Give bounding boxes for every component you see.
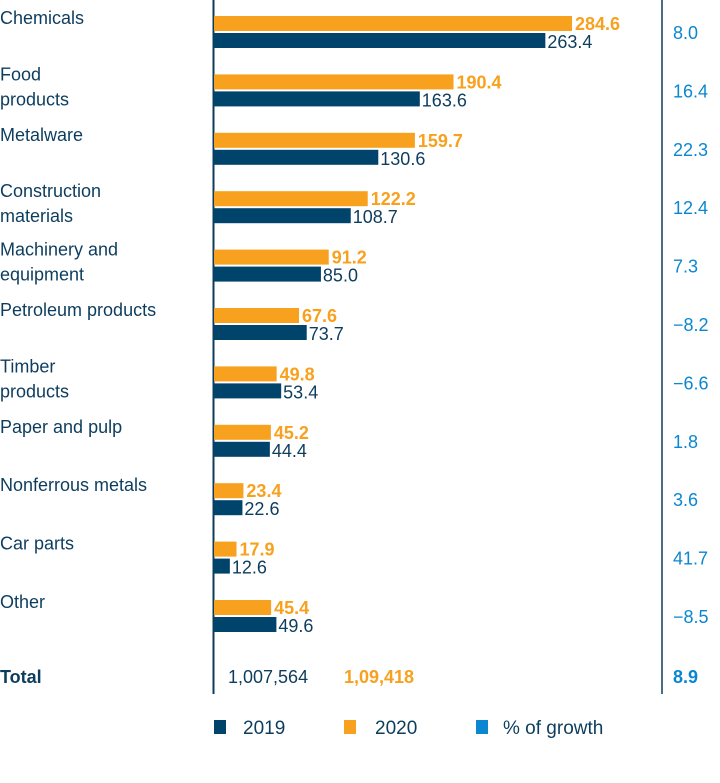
category-label: Nonferrous metals xyxy=(0,475,147,495)
bar-2019 xyxy=(214,33,546,48)
data-label-2020: 91.2 xyxy=(332,248,367,268)
bar-2020 xyxy=(214,366,277,382)
legend-label: 2020 xyxy=(375,718,417,739)
bar-2019 xyxy=(214,91,420,107)
growth-value: 3.6 xyxy=(673,490,698,510)
growth-value: 41.7 xyxy=(673,549,708,569)
data-label-2019: 130.6 xyxy=(380,149,425,169)
data-label-2019: 22.6 xyxy=(244,499,279,519)
data-label-2020: 122.2 xyxy=(371,189,416,209)
legend-swatch xyxy=(214,720,226,734)
total-2019: 1,007,564 xyxy=(228,667,308,687)
bar-2019 xyxy=(214,558,230,574)
bar-2020 xyxy=(214,541,237,557)
data-label-2020: 45.4 xyxy=(274,598,309,618)
bar-2019 xyxy=(214,208,351,224)
bar-2019 xyxy=(214,500,243,516)
data-label-2020: 159.7 xyxy=(418,131,463,151)
total-label: Total xyxy=(0,667,42,687)
growth-value: 16.4 xyxy=(673,81,708,101)
legend-label: 2019 xyxy=(243,718,285,739)
category-label: Food xyxy=(0,64,41,84)
data-label-2019: 53.4 xyxy=(283,382,318,402)
total-growth: 8.9 xyxy=(673,667,698,687)
data-label-2019: 12.6 xyxy=(232,558,267,578)
category-label: Metalware xyxy=(0,125,83,145)
data-label-2019: 108.7 xyxy=(353,207,398,227)
data-label-2019: 49.6 xyxy=(278,616,313,636)
growth-value: −8.2 xyxy=(673,315,709,335)
bar-2019 xyxy=(214,325,307,340)
category-label: Petroleum products xyxy=(0,300,156,320)
growth-value: 7.3 xyxy=(673,257,698,277)
growth-value: −8.5 xyxy=(673,607,709,627)
data-label-2019: 85.0 xyxy=(323,266,358,286)
data-label-2020: 284.6 xyxy=(575,14,620,34)
data-label-2020: 45.2 xyxy=(274,423,309,443)
category-label: products xyxy=(0,89,69,109)
category-label: Timber xyxy=(0,356,55,376)
data-label-2019: 263.4 xyxy=(547,32,592,52)
category-label: Construction xyxy=(0,181,101,201)
category-label: materials xyxy=(0,206,73,226)
bar-2020 xyxy=(214,132,415,148)
data-label-2019: 163.6 xyxy=(422,90,467,110)
legend-swatch xyxy=(476,720,488,734)
data-label-2020: 23.4 xyxy=(246,481,281,501)
category-label: Car parts xyxy=(0,534,74,554)
category-label: Paper and pulp xyxy=(0,417,122,437)
growth-value: 1.8 xyxy=(673,432,698,452)
data-label-2020: 67.6 xyxy=(302,306,337,326)
bar-2019 xyxy=(214,149,379,165)
legend-label: % of growth xyxy=(503,718,603,739)
legend-swatch xyxy=(344,720,356,734)
bar-2019 xyxy=(214,617,277,632)
total-2020: 1,09,418 xyxy=(344,667,414,687)
growth-value: −6.6 xyxy=(673,373,709,393)
bar-2020 xyxy=(214,308,300,323)
data-label-2020: 190.4 xyxy=(457,72,502,92)
bar-2020 xyxy=(214,249,329,265)
category-label: Machinery and xyxy=(0,240,118,260)
data-label-2019: 73.7 xyxy=(309,324,344,344)
bar-2020 xyxy=(214,483,244,499)
category-label: products xyxy=(0,381,69,401)
data-label-2020: 17.9 xyxy=(240,540,275,560)
growth-value: 8.0 xyxy=(673,23,698,43)
bar-2020 xyxy=(214,74,454,90)
growth-value: 12.4 xyxy=(673,198,708,218)
category-label: Other xyxy=(0,592,45,612)
data-label-2019: 44.4 xyxy=(272,441,307,461)
bar-2019 xyxy=(214,441,270,457)
bar-2020 xyxy=(214,600,272,615)
data-label-2020: 49.8 xyxy=(280,364,315,384)
bar-2020 xyxy=(214,191,368,207)
bar-2019 xyxy=(214,383,282,399)
category-label: Chemicals xyxy=(0,8,84,28)
legend: 2019 2020 % of growth xyxy=(214,718,603,739)
bar-2019 xyxy=(214,266,321,282)
bar-2020 xyxy=(214,424,271,440)
growth-value: 22.3 xyxy=(673,140,708,160)
bar-2020 xyxy=(214,16,573,31)
category-label: equipment xyxy=(0,265,84,285)
